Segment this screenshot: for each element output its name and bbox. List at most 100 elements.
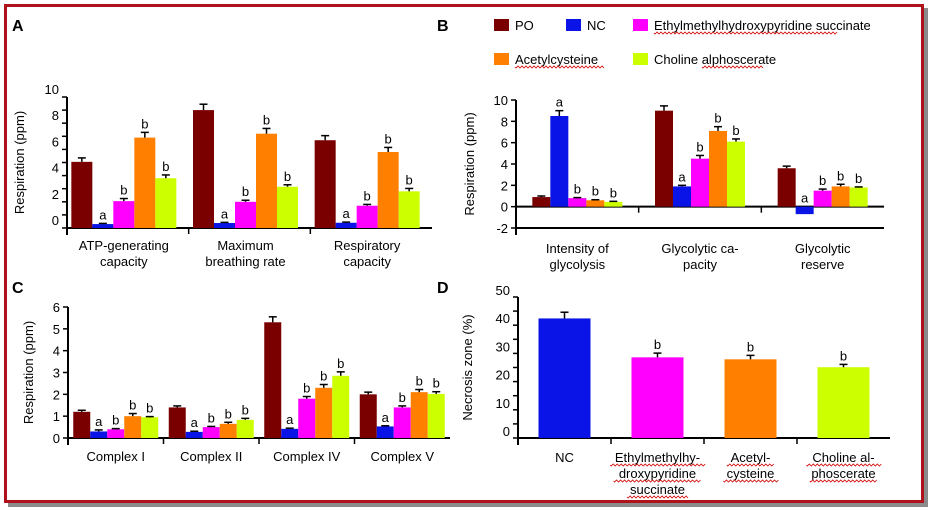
bar [168, 407, 186, 438]
bar [315, 387, 333, 438]
legend-swatch [494, 53, 509, 65]
bar [71, 161, 93, 228]
spellcheck-underline [653, 31, 838, 35]
x-category-label: pacity [683, 257, 717, 272]
bar [256, 133, 277, 228]
significance-label: a [801, 191, 809, 206]
legend-swatch [633, 19, 648, 31]
bar [586, 200, 605, 207]
bar [831, 186, 850, 207]
x-category-label: Intensity of [546, 241, 609, 256]
x-category-label: cysteine [727, 466, 775, 481]
bar [202, 427, 220, 438]
y-tick-label: 4 [53, 344, 60, 359]
significance-label: b [146, 401, 153, 416]
legend-item: PO [494, 18, 534, 33]
significance-label: b [406, 172, 413, 187]
x-category-label: Respiratory [334, 238, 401, 253]
spellcheck-underline [613, 479, 701, 483]
significance-label: b [364, 188, 371, 203]
x-category-label: Complex V [370, 449, 434, 464]
significance-label: b [696, 139, 703, 154]
bar [185, 431, 203, 438]
bar [277, 186, 298, 228]
significance-label: a [221, 206, 229, 221]
significance-label: a [286, 412, 294, 427]
significance-label: b [263, 112, 270, 127]
y-axis-title: Necrosis zone (%) [460, 314, 475, 420]
bar [298, 398, 316, 438]
y-tick-label: 5 [53, 322, 60, 337]
y-tick-label: 2 [53, 387, 60, 402]
spellcheck-underline [723, 479, 779, 483]
bar [219, 423, 237, 438]
spellcheck-underline [809, 479, 877, 483]
x-category-label: ATP-generating [79, 238, 169, 253]
y-axis-title: Respiration (ppm) [21, 321, 36, 424]
significance-label: a [678, 169, 686, 184]
bar [113, 201, 135, 228]
x-category-label: Acetyl- [731, 450, 771, 465]
bar [604, 201, 623, 207]
bar [193, 110, 214, 228]
bar [631, 357, 684, 438]
significance-label: a [382, 410, 390, 425]
legend-label: Acetylcysteine [515, 52, 598, 67]
bar [124, 416, 142, 438]
panel-letter-c: C [12, 280, 24, 297]
y-tick-label: 10 [496, 396, 510, 411]
bar [235, 201, 256, 228]
x-category-label: breathing rate [205, 254, 285, 269]
x-category-label: reserve [801, 257, 844, 272]
bar [777, 168, 796, 207]
x-category-label: Choline al- [812, 450, 874, 465]
bar [90, 431, 108, 438]
bar [393, 407, 411, 438]
bar [795, 206, 814, 215]
legend-item: NC [566, 18, 606, 33]
x-category-label: succinate [630, 482, 685, 497]
significance-label: b [610, 185, 617, 200]
bar [73, 411, 91, 438]
significance-label: b [399, 390, 406, 405]
significance-label: b [337, 356, 344, 371]
y-axis-title: Respiration (ppm) [462, 112, 477, 215]
bar [264, 322, 282, 438]
significance-label: a [191, 415, 199, 430]
spellcheck-underline [626, 495, 689, 499]
significance-label: b [141, 116, 148, 131]
bar [214, 223, 235, 228]
significance-label: b [225, 406, 232, 421]
bar [281, 428, 299, 438]
significance-label: b [592, 184, 599, 199]
bar [398, 191, 420, 228]
significance-label: b [242, 402, 249, 417]
y-tick-label: 3 [53, 366, 60, 381]
x-category-label: Ethylmethylhy- [615, 450, 700, 465]
bar [356, 205, 378, 228]
legend-swatch [633, 53, 648, 65]
significance-label: b [837, 168, 844, 183]
y-tick-label: 10 [45, 82, 59, 97]
y-tick-label: 2 [501, 178, 508, 193]
legend-label: NC [587, 18, 606, 33]
significance-label: b [654, 337, 661, 352]
significance-label: a [343, 206, 351, 221]
legend-item: Acetylcysteine [494, 52, 605, 69]
significance-label: b [120, 183, 127, 198]
y-tick-label: 2 [52, 187, 59, 202]
legend-swatch [494, 19, 509, 31]
spellcheck-underline [701, 65, 764, 69]
y-tick-label: 8 [501, 114, 508, 129]
significance-label: b [574, 182, 581, 197]
bar [107, 429, 125, 438]
significance-label: b [242, 184, 249, 199]
y-tick-label: 0 [52, 213, 59, 228]
panel-d-chart: 0 10 20 30 40 50 Necrosis zone (%) NC Ethylmethy… [460, 283, 890, 499]
legend-swatch [566, 19, 581, 31]
significance-label: b [732, 123, 739, 138]
bar [141, 417, 159, 438]
significance-label: b [416, 374, 423, 389]
